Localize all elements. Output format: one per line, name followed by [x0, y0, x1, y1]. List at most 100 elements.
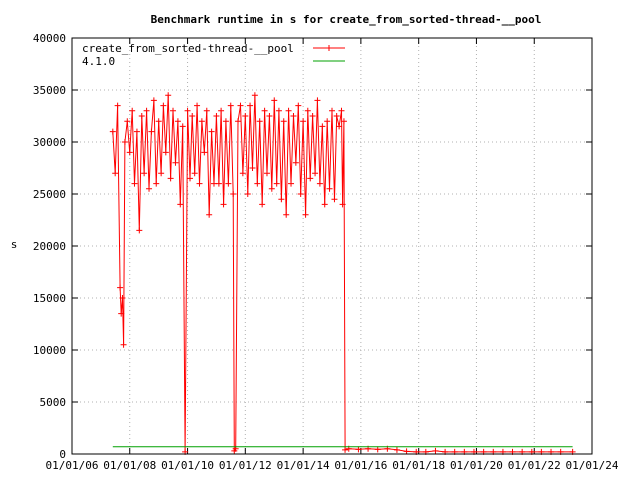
- data-point: [307, 175, 314, 182]
- x-tick-label: 01/01/18: [392, 459, 445, 472]
- data-point: [251, 92, 258, 99]
- data-point: [288, 180, 295, 187]
- data-point: [259, 201, 266, 208]
- grid: [72, 38, 592, 454]
- data-point: [275, 107, 282, 114]
- data-point: [324, 118, 331, 125]
- data-point: [206, 211, 213, 218]
- data-point: [237, 102, 244, 109]
- data-point: [124, 118, 131, 125]
- data-point: [338, 107, 345, 114]
- data-point: [109, 128, 116, 135]
- data-point: [153, 180, 160, 187]
- data-point: [215, 180, 222, 187]
- y-tick-label: 30000: [33, 136, 66, 149]
- data-point: [177, 201, 184, 208]
- data-point: [179, 123, 186, 130]
- data-point: [331, 196, 338, 203]
- data-point: [158, 170, 165, 177]
- data-point: [304, 107, 311, 114]
- data-point: [220, 201, 227, 208]
- data-point: [225, 180, 232, 187]
- data-point: [235, 118, 242, 125]
- data-point: [119, 295, 126, 301]
- data-point: [174, 118, 181, 125]
- x-axis-ticks: 01/01/06 01/01/08 01/01/10 01/01/12 01/01/14…: [46, 38, 619, 472]
- data-point: [333, 113, 340, 119]
- y-axis-ticks: 0 5000 10000 15000 20000 25000 30000 35000 40000: [33, 32, 592, 461]
- data-point: [403, 448, 410, 455]
- data-point: [162, 149, 169, 156]
- data-point: [292, 159, 299, 166]
- data-point: [300, 118, 307, 125]
- data-point: [285, 107, 292, 114]
- data-point: [172, 159, 179, 166]
- data-point: [263, 170, 270, 177]
- data-point: [131, 180, 138, 187]
- data-point: [203, 107, 210, 114]
- data-point: [393, 446, 400, 453]
- data-point: [295, 102, 302, 109]
- y-axis-label: s: [11, 238, 18, 251]
- data-point: [290, 113, 297, 119]
- data-point: [242, 113, 249, 119]
- legend-marker: [326, 45, 332, 51]
- data-point: [329, 107, 335, 114]
- x-tick-label: 01/01/12: [219, 459, 272, 472]
- data-point: [117, 284, 124, 291]
- data-point: [112, 170, 119, 177]
- data-point: [170, 107, 177, 114]
- data-point: [297, 191, 304, 197]
- y-tick-label: 0: [59, 448, 66, 461]
- data-point: [309, 113, 316, 119]
- x-tick-label: 01/01/16: [334, 459, 387, 472]
- data-point: [218, 107, 225, 114]
- data-point: [136, 227, 143, 234]
- series-line: [112, 95, 573, 453]
- data-point: [302, 211, 309, 218]
- data-point: [150, 97, 157, 104]
- data-point: [312, 170, 319, 177]
- data-point: [273, 180, 280, 187]
- legend-label: 4.1.0: [82, 55, 115, 68]
- y-tick-label: 25000: [33, 188, 66, 201]
- data-point: [336, 123, 343, 130]
- data-point: [261, 107, 268, 114]
- data-point: [222, 118, 229, 125]
- data-point: [194, 102, 201, 109]
- data-point: [121, 139, 128, 145]
- data-point: [342, 446, 349, 453]
- data-point: [316, 180, 323, 187]
- data-point: [118, 310, 125, 317]
- y-tick-label: 20000: [33, 240, 66, 253]
- data-point: [141, 170, 148, 177]
- data-point: [340, 118, 347, 125]
- data-point: [319, 123, 326, 130]
- data-point: [138, 113, 145, 119]
- data-point: [160, 102, 167, 109]
- data-point: [432, 447, 439, 454]
- data-point: [196, 180, 203, 187]
- data-point: [187, 175, 194, 182]
- data-point: [165, 92, 172, 99]
- data-point: [133, 128, 140, 135]
- y-tick-label: 40000: [33, 32, 66, 45]
- data-point: [201, 149, 208, 156]
- data-point: [227, 102, 234, 109]
- y-tick-label: 5000: [40, 396, 67, 409]
- x-tick-label: 01/01/20: [450, 459, 503, 472]
- x-tick-label: 01/01/24: [566, 459, 619, 472]
- data-point: [191, 170, 198, 177]
- data-point: [314, 97, 321, 104]
- data-point: [321, 201, 328, 208]
- data-point: [198, 118, 205, 125]
- data-point: [256, 118, 263, 125]
- y-tick-label: 10000: [33, 344, 66, 357]
- data-point: [167, 175, 174, 182]
- data-point: [249, 165, 256, 171]
- x-tick-label: 01/01/22: [508, 459, 561, 472]
- data-point: [244, 191, 251, 197]
- series-0: [109, 92, 576, 455]
- series-layer: [109, 92, 576, 455]
